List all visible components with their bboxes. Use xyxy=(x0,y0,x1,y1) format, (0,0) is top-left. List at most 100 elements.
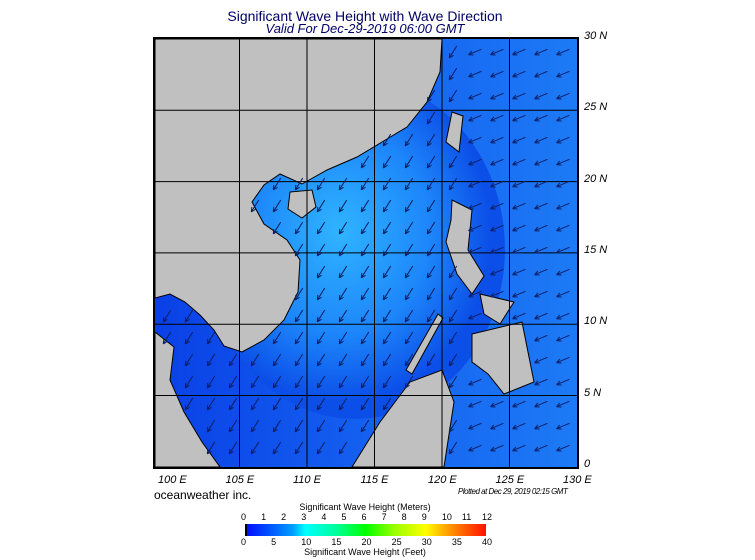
feet-tick: 30 xyxy=(421,537,432,547)
wave-direction-arrow xyxy=(316,397,326,411)
wave-direction-arrow xyxy=(534,224,548,232)
lon-label: 120 E xyxy=(428,474,457,486)
lon-label: 115 E xyxy=(360,474,389,486)
wave-direction-arrow xyxy=(448,309,458,323)
wave-direction-arrow xyxy=(556,224,570,232)
wave-direction-arrow xyxy=(512,246,526,254)
meters-tick: 10 xyxy=(441,512,452,522)
wave-direction-arrow xyxy=(316,419,326,433)
wave-direction-arrow xyxy=(294,177,304,191)
wave-direction-arrow xyxy=(534,158,548,166)
land-taiwan xyxy=(445,111,464,153)
colorbar-meters-title: Significant Wave Height (Meters) xyxy=(299,502,431,512)
wave-direction-arrow xyxy=(534,92,548,100)
wave-direction-arrow xyxy=(556,180,570,188)
lat-label: 20 N xyxy=(584,172,608,185)
wave-direction-arrow xyxy=(556,356,570,364)
wave-direction-arrow xyxy=(294,375,304,389)
feet-tick: 10 xyxy=(301,537,312,547)
wave-direction-arrow xyxy=(360,287,370,301)
wave-direction-arrow xyxy=(534,136,548,144)
wave-direction-arrow xyxy=(382,309,392,323)
wave-direction-arrow xyxy=(294,397,304,411)
wave-direction-arrow xyxy=(184,375,194,389)
wave-direction-arrow xyxy=(272,441,282,455)
wave-direction-arrow xyxy=(360,309,370,323)
wave-direction-arrow xyxy=(512,422,526,430)
wave-direction-arrow xyxy=(534,48,548,56)
wave-direction-arrow xyxy=(250,419,260,433)
wave-direction-arrow xyxy=(534,202,548,210)
wave-direction-arrow xyxy=(426,199,436,213)
wave-direction-arrow xyxy=(556,70,570,78)
wave-direction-arrow xyxy=(382,155,392,169)
wave-direction-arrow xyxy=(382,397,392,411)
land-malay-peninsula xyxy=(155,331,221,467)
wave-direction-arrow xyxy=(184,331,194,345)
wave-direction-arrow xyxy=(468,180,482,188)
feet-tick: 5 xyxy=(271,537,277,547)
lat-label: 0 xyxy=(584,457,591,470)
wave-direction-arrow xyxy=(534,268,548,276)
meters-tick: 6 xyxy=(361,512,367,522)
wave-direction-arrow xyxy=(448,353,458,367)
wave-direction-arrow xyxy=(490,246,504,254)
wave-direction-arrow xyxy=(360,331,370,345)
lat-label: 30 N xyxy=(584,30,608,42)
wave-direction-arrow xyxy=(512,180,526,188)
wave-direction-arrow xyxy=(382,353,392,367)
wave-direction-arrow xyxy=(490,70,504,78)
wave-direction-arrow xyxy=(448,265,458,279)
wave-direction-arrow xyxy=(338,375,348,389)
wave-direction-arrow xyxy=(404,133,414,147)
wave-direction-arrow xyxy=(338,177,348,191)
wave-direction-arrow xyxy=(382,243,392,257)
wave-direction-arrow xyxy=(534,400,548,408)
wave-direction-arrow xyxy=(272,419,282,433)
wave-direction-arrow xyxy=(534,334,548,342)
wave-direction-arrow xyxy=(490,444,504,452)
wave-direction-arrow xyxy=(250,375,260,389)
wave-direction-arrow xyxy=(534,378,548,386)
wave-direction-arrow xyxy=(448,155,458,169)
wave-direction-arrow xyxy=(490,400,504,408)
wave-direction-arrow xyxy=(512,290,526,298)
wave-direction-arrow xyxy=(338,397,348,411)
wave-direction-arrow xyxy=(490,268,504,276)
wave-direction-arrow xyxy=(316,177,326,191)
meters-tick: 0 xyxy=(241,512,247,522)
feet-tick: 15 xyxy=(331,537,342,547)
wave-direction-arrow xyxy=(556,334,570,342)
colorbar-feet-title: Significant Wave Height (Feet) xyxy=(304,547,426,557)
wave-direction-arrow xyxy=(338,265,348,279)
wave-direction-arrow xyxy=(448,67,458,81)
wave-direction-arrow xyxy=(512,202,526,210)
wave-direction-arrow xyxy=(272,331,282,345)
lat-label: 15 N xyxy=(584,243,608,256)
wave-direction-arrow xyxy=(556,312,570,320)
wave-direction-arrow xyxy=(490,136,504,144)
wave-direction-arrow xyxy=(556,378,570,386)
wave-direction-arrow xyxy=(360,375,370,389)
wave-direction-arrow xyxy=(426,353,436,367)
wave-direction-arrow xyxy=(338,331,348,345)
lat-label: 10 N xyxy=(584,315,608,328)
meters-tick: 3 xyxy=(301,512,307,522)
wave-height-map xyxy=(153,37,579,469)
wave-direction-arrow xyxy=(404,287,414,301)
wave-direction-arrow xyxy=(338,243,348,257)
wave-direction-arrow xyxy=(382,287,392,301)
wave-direction-arrow xyxy=(316,287,326,301)
wave-direction-arrow xyxy=(468,92,482,100)
wave-direction-arrow xyxy=(228,441,238,455)
wave-direction-arrow xyxy=(338,419,348,433)
wave-direction-arrow xyxy=(556,136,570,144)
wave-direction-arrow xyxy=(382,177,392,191)
wave-direction-arrow xyxy=(360,397,370,411)
wave-direction-arrow xyxy=(534,444,548,452)
land-luzon xyxy=(445,199,485,295)
wave-direction-arrow xyxy=(316,221,326,235)
colorbar xyxy=(245,524,486,536)
wave-direction-arrow xyxy=(534,114,548,122)
lon-label: 130 E xyxy=(563,474,592,486)
